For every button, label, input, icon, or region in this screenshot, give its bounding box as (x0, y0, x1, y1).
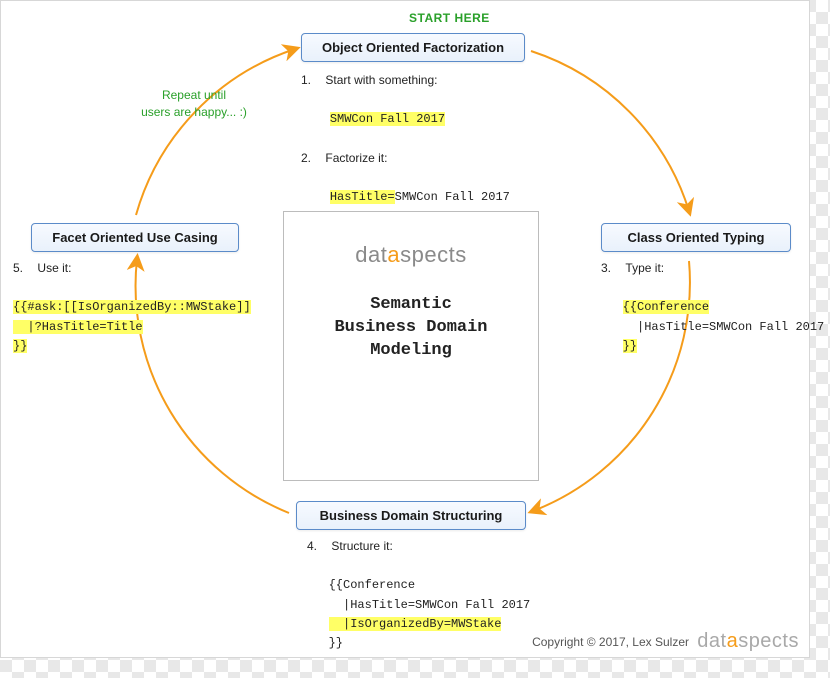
s1-code2-hl: HasTitle= (330, 190, 395, 204)
footer-logo-prefix: dat (697, 630, 726, 652)
s1-label2: Factorize it: (325, 151, 387, 165)
s5-line3: }} (13, 339, 27, 353)
repeat-line2: users are happy... :) (141, 105, 247, 119)
footer-logo: dataspects (697, 630, 799, 653)
s3-line2: |HasTitle=SMWCon Fall 2017 (623, 320, 825, 334)
copyright: Copyright © 2017, Lex Sulzer (532, 635, 689, 649)
node-right: Class Oriented Typing (601, 223, 791, 252)
footer-logo-accent: a (727, 630, 739, 652)
logo-suffix: spects (400, 242, 467, 267)
step-1-2: 1. Start with something: SMWCon Fall 201… (301, 71, 510, 207)
s4-line3: |IsOrganizedBy=MWStake (329, 617, 502, 631)
s1-num1: 1. (301, 73, 311, 87)
s4-label: Structure it: (331, 539, 392, 553)
center-box: dataspects Semantic Business Domain Mode… (283, 211, 539, 481)
center-title-1: Semantic (370, 295, 452, 314)
s3-line3: }} (623, 339, 637, 353)
center-title: Semantic Business Domain Modeling (284, 294, 538, 363)
center-logo: dataspects (284, 242, 538, 268)
diagram-canvas: START HERE Repeat until users are happy.… (0, 0, 810, 658)
repeat-label: Repeat until users are happy... :) (129, 87, 259, 121)
s1-code1: SMWCon Fall 2017 (330, 112, 445, 126)
node-left-label: Facet Oriented Use Casing (52, 230, 217, 245)
s4-line4: }} (329, 636, 343, 650)
center-title-3: Modeling (370, 341, 452, 360)
repeat-line1: Repeat until (162, 88, 226, 102)
node-bottom: Business Domain Structuring (296, 501, 526, 530)
node-bottom-label: Business Domain Structuring (320, 508, 503, 523)
s4-line1: {{Conference (329, 578, 415, 592)
arrow-top-right (531, 51, 689, 211)
center-title-2: Business Domain (334, 318, 487, 337)
node-left: Facet Oriented Use Casing (31, 223, 239, 252)
s5-line2: |?HasTitle=Title (13, 320, 143, 334)
s3-line1: {{Conference (623, 300, 709, 314)
node-top: Object Oriented Factorization (301, 33, 525, 62)
step-5: 5. Use it: {{#ask:[[IsOrganizedBy::MWSta… (13, 259, 251, 356)
s5-num: 5. (13, 261, 23, 275)
footer-logo-suffix: spects (738, 630, 799, 652)
s3-num: 3. (601, 261, 611, 275)
s4-num: 4. (307, 539, 317, 553)
start-here-label: START HERE (409, 11, 490, 25)
s1-label1: Start with something: (325, 73, 437, 87)
logo-prefix: dat (355, 242, 387, 267)
s4-line2: |HasTitle=SMWCon Fall 2017 (329, 598, 531, 612)
s1-code2-rest: SMWCon Fall 2017 (395, 190, 510, 204)
arrow-left-top (136, 49, 295, 215)
s5-line1: {{#ask:[[IsOrganizedBy::MWStake]] (13, 300, 251, 314)
s3-label: Type it: (625, 261, 664, 275)
step-4: 4. Structure it: {{Conference |HasTitle=… (307, 537, 530, 653)
step-3: 3. Type it: {{Conference |HasTitle=SMWCo… (601, 259, 824, 356)
node-right-label: Class Oriented Typing (627, 230, 764, 245)
logo-accent: a (387, 242, 400, 267)
s1-num2: 2. (301, 151, 311, 165)
s5-label: Use it: (37, 261, 71, 275)
node-top-label: Object Oriented Factorization (322, 40, 504, 55)
